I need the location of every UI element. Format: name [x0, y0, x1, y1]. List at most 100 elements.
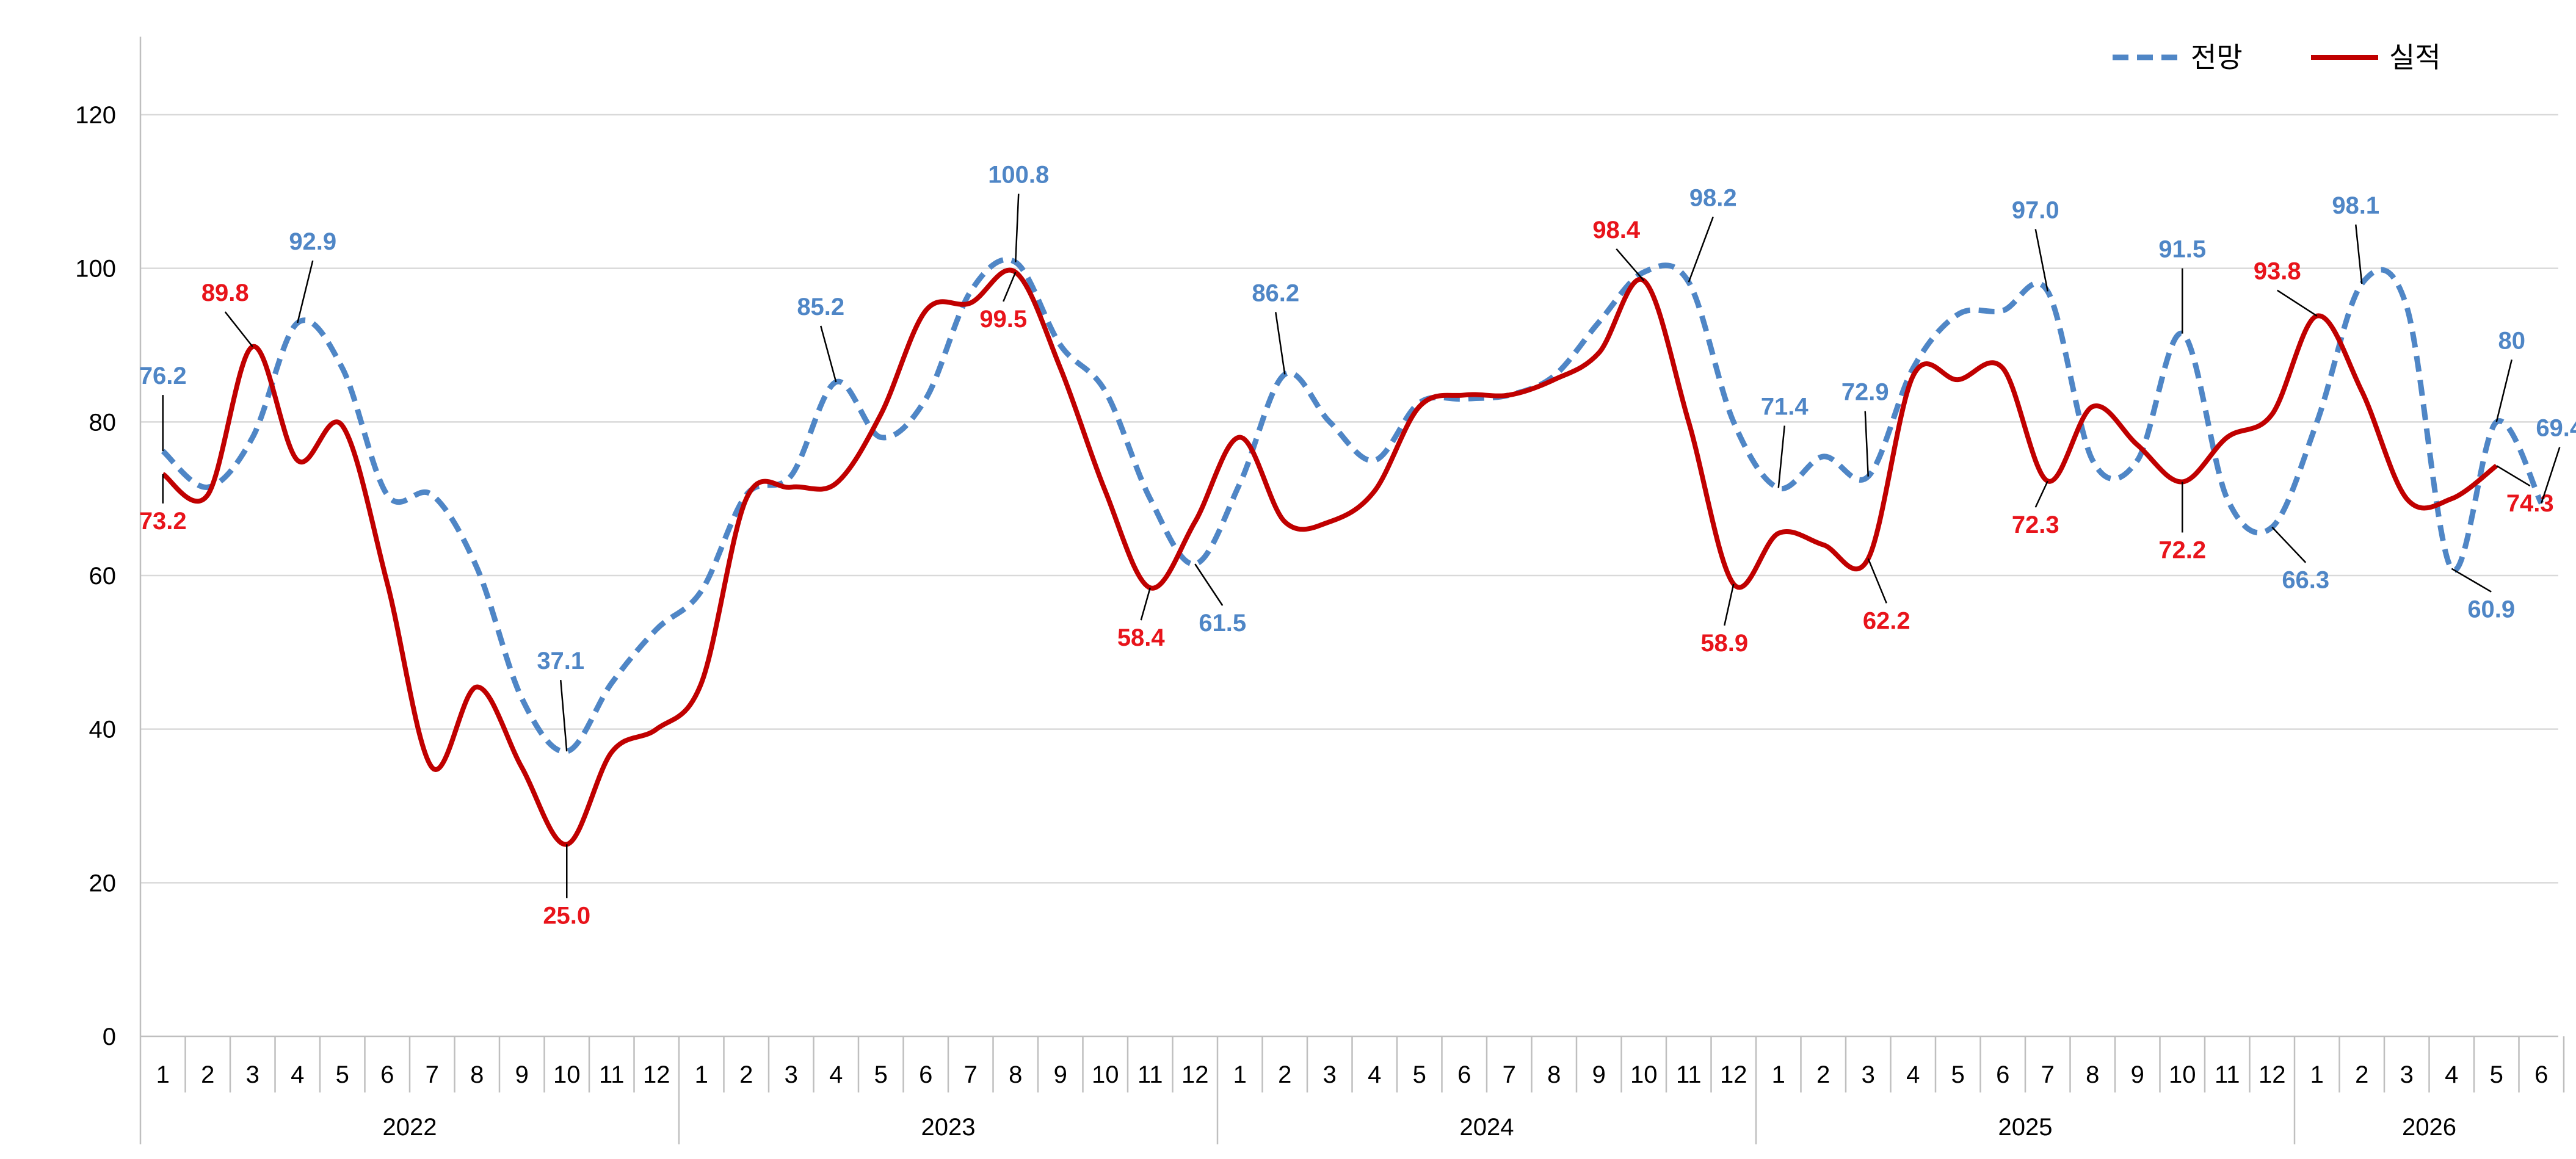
x-tick-label-month: 1: [1233, 1061, 1247, 1088]
data-label-leader: [2355, 224, 2363, 284]
data-label-actual: 73.2: [139, 508, 187, 535]
data-label-actual: 74.3: [2506, 490, 2554, 517]
x-tick-label-year: 2025: [1998, 1114, 2053, 1141]
x-tick-label-month: 7: [426, 1061, 439, 1088]
y-tick-label-40: 40: [89, 717, 117, 743]
data-label-forecast: 92.9: [289, 228, 336, 255]
data-label-forecast: 69.4: [2536, 415, 2576, 442]
x-tick-label-month: 9: [1054, 1061, 1067, 1088]
x-tick-label-month: 3: [2400, 1061, 2414, 1088]
x-tick-label-month: 5: [1951, 1061, 1965, 1088]
data-label-forecast: 37.1: [537, 648, 584, 674]
x-tick-label-year: 2024: [1460, 1114, 1514, 1141]
data-label-leader: [820, 325, 837, 383]
data-label-leader: [2496, 464, 2531, 487]
y-tick-label-20: 20: [89, 870, 117, 897]
data-label-leader: [1140, 587, 1151, 621]
x-tick-label-month: 10: [1630, 1061, 1658, 1088]
data-label-actual: 25.0: [543, 902, 590, 929]
x-tick-label-month: 2: [1278, 1061, 1291, 1088]
x-tick-label-month: 12: [1181, 1061, 1209, 1088]
x-tick-label-month: 10: [2169, 1061, 2196, 1088]
x-tick-label-month: 7: [2041, 1061, 2055, 1088]
data-label-leader: [1275, 312, 1286, 375]
data-label-leader: [1616, 248, 1645, 281]
data-label-leader: [297, 260, 314, 323]
data-label-actual: 72.3: [2012, 511, 2059, 538]
x-tick-label-month: 2: [739, 1061, 753, 1088]
data-label-actual: 58.9: [1700, 630, 1748, 657]
x-tick-label-month: 9: [2131, 1061, 2144, 1088]
y-tick-label-80: 80: [89, 409, 117, 436]
data-label-forecast: 61.5: [1199, 610, 1246, 637]
x-tick-label-month: 2: [201, 1061, 214, 1088]
data-label-forecast: 98.2: [1689, 184, 1737, 211]
x-tick-label-year: 2026: [2402, 1114, 2456, 1141]
data-label-actual: 98.4: [1592, 217, 1641, 244]
x-tick-label-month: 3: [246, 1061, 259, 1088]
x-tick-label-month: 9: [1592, 1061, 1606, 1088]
data-label-leader: [2034, 229, 2048, 292]
series-line-actual: [161, 267, 2498, 847]
x-tick-label-month: 10: [553, 1061, 581, 1088]
x-tick-label-month: 8: [2086, 1061, 2099, 1088]
y-tick-label-60: 60: [89, 563, 117, 590]
x-tick-label-month: 4: [829, 1061, 843, 1088]
data-label-leader: [2541, 447, 2561, 504]
data-label-leader: [1003, 272, 1017, 302]
data-label-leader: [2271, 526, 2307, 563]
data-label-actual: 58.4: [1117, 624, 1166, 651]
x-tick-label-month: 7: [1503, 1061, 1516, 1088]
x-tick-label-month: 3: [1323, 1061, 1337, 1088]
x-tick-label-month: 11: [599, 1061, 625, 1088]
data-label-leader: [1867, 558, 1887, 604]
x-tick-label-month: 11: [1137, 1061, 1163, 1088]
x-tick-label-month: 3: [785, 1061, 798, 1088]
data-label-actual: 72.2: [2158, 536, 2206, 563]
data-label-forecast: 97.0: [2012, 197, 2059, 223]
x-tick-label-month: 3: [1862, 1061, 1875, 1088]
data-labels: 76.2 73.2 89.8 92.9 37.1 25.0 85.2 100.8 99.5 58.…: [139, 162, 2576, 930]
gridlines: [140, 114, 2558, 884]
x-tick-label-month: 1: [695, 1061, 708, 1088]
x-tick-label-month: 4: [1368, 1061, 1381, 1088]
x-tick-label-month: 2: [2355, 1061, 2368, 1088]
legend: 전망 실적: [2113, 41, 2441, 74]
x-tick-label-month: 6: [1996, 1061, 2009, 1088]
y-tick-label-120: 120: [75, 102, 116, 129]
data-label-forecast: 91.5: [2158, 236, 2206, 263]
x-tick-label-month: 2: [1816, 1061, 1830, 1088]
x-tick-label-month: 6: [2534, 1061, 2548, 1088]
x-tick-label-month: 5: [2490, 1061, 2503, 1088]
data-label-forecast: 100.8: [988, 162, 1049, 189]
data-label-leader: [1864, 411, 1869, 477]
data-label-leader: [1724, 583, 1735, 626]
x-tick-label-month: 11: [1676, 1061, 1702, 1088]
x-tick-label-month: 8: [1547, 1061, 1561, 1088]
x-tick-label-month: 5: [1413, 1061, 1426, 1088]
data-label-actual: 89.8: [201, 280, 249, 306]
data-label-forecast: 60.9: [2467, 596, 2515, 623]
x-tick-label-month: 12: [643, 1061, 670, 1088]
data-label-leader: [2451, 568, 2492, 593]
legend-label-actual: 실적: [2389, 41, 2441, 74]
data-label-leader: [2495, 359, 2513, 422]
data-label-forecast: 98.1: [2332, 192, 2379, 219]
x-tick-label-month: 5: [336, 1061, 349, 1088]
data-label-leader: [1015, 193, 1020, 262]
data-label-leader: [224, 311, 253, 347]
series-line-forecast: [161, 256, 2544, 754]
data-label-forecast: 85.2: [797, 294, 844, 320]
data-label-leader: [560, 680, 568, 752]
data-label-forecast: 86.2: [1252, 280, 1299, 306]
x-tick-label-month: 12: [1720, 1061, 1747, 1088]
data-label-leader: [2034, 480, 2048, 508]
x-tick-label-month: 9: [515, 1061, 529, 1088]
data-label-forecast: 66.3: [2282, 567, 2329, 594]
x-tick-label-month: 1: [1772, 1061, 1785, 1088]
x-tick-label-month: 8: [470, 1061, 484, 1088]
data-label-actual: 99.5: [979, 306, 1027, 333]
